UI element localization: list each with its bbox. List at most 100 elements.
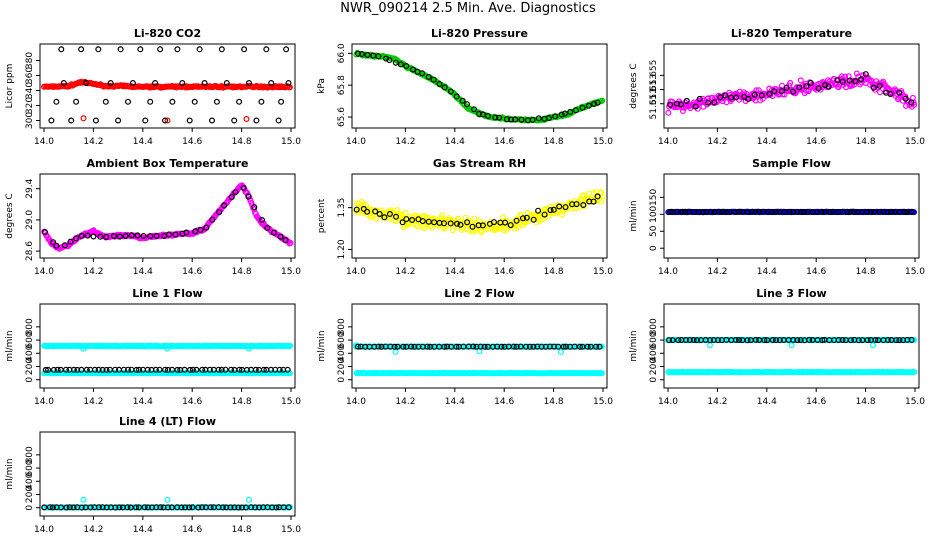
x-tick-label: 14.2	[395, 137, 415, 147]
data-point	[248, 504, 255, 511]
data-point	[152, 366, 159, 373]
x-tick-label: 14.0	[658, 397, 678, 407]
y-tick-label: 1.35	[337, 198, 347, 218]
plot-area	[41, 342, 294, 377]
data-point	[50, 239, 57, 246]
series-3	[48, 46, 292, 124]
data-point	[112, 366, 119, 373]
data-point	[584, 343, 591, 350]
data-point	[196, 46, 203, 53]
x-tick-label: 14.2	[83, 267, 103, 277]
chart-title: Line 2 Flow	[444, 287, 514, 300]
data-point	[240, 185, 247, 192]
data-point	[201, 79, 208, 86]
data-point	[786, 208, 793, 215]
x-tick-label: 14.8	[232, 397, 252, 407]
data-point	[287, 342, 294, 349]
data-point	[116, 504, 123, 511]
data-point	[591, 100, 598, 107]
data-point	[679, 107, 686, 114]
data-point	[735, 337, 742, 344]
data-point	[876, 82, 883, 89]
data-point	[545, 114, 552, 121]
data-point	[585, 190, 592, 197]
data-point	[216, 209, 223, 216]
x-tick-label: 14.6	[182, 397, 202, 407]
data-point	[92, 117, 99, 124]
x-tick-label: 15.0	[281, 137, 301, 147]
y-tick-label: 66.0	[337, 43, 347, 63]
data-point	[480, 111, 487, 118]
data-point	[706, 342, 713, 349]
data-point	[103, 366, 110, 373]
plot-frame	[351, 303, 608, 389]
data-point	[705, 99, 712, 106]
data-point	[228, 366, 235, 373]
y-tick-label: 150	[649, 188, 659, 205]
series-1	[40, 78, 293, 91]
y-tick-label: 200	[337, 358, 347, 375]
data-point	[752, 208, 759, 215]
data-point	[708, 209, 715, 216]
data-point	[263, 46, 270, 53]
data-point	[699, 209, 706, 216]
data-point	[665, 109, 672, 116]
x-tick-label: 14.0	[658, 267, 678, 277]
data-point	[538, 343, 545, 350]
data-point	[259, 217, 266, 224]
data-point	[364, 208, 371, 215]
data-point	[421, 225, 428, 232]
x-tick-label: 14.8	[856, 397, 876, 407]
data-point	[806, 336, 813, 343]
data-point	[392, 348, 399, 355]
data-point	[251, 204, 258, 211]
y-tick-label: 400	[337, 344, 347, 361]
plot-frame	[663, 303, 920, 389]
y-tick-label: 300	[25, 112, 35, 129]
data-point	[522, 343, 529, 350]
data-point	[769, 208, 776, 215]
data-point	[839, 337, 846, 344]
data-point	[354, 343, 361, 350]
data-point	[285, 79, 292, 86]
data-point	[99, 366, 106, 373]
data-point	[503, 116, 510, 123]
data-point	[355, 50, 362, 57]
data-point	[95, 46, 102, 53]
data-point	[218, 366, 225, 373]
data-point	[572, 107, 579, 114]
y-axis-label: degrees C	[629, 63, 639, 108]
series-4	[42, 366, 291, 373]
y-tick-label: 320	[25, 97, 35, 114]
data-point	[908, 208, 915, 215]
plot-frame	[663, 173, 920, 259]
data-point	[164, 504, 171, 511]
x-tick-label: 14.2	[83, 397, 103, 407]
x-tick-label: 14.0	[346, 267, 366, 277]
data-point	[419, 218, 426, 225]
data-point	[264, 225, 271, 232]
data-point	[839, 78, 846, 85]
data-point	[599, 97, 606, 104]
data-point	[508, 116, 515, 123]
data-point	[818, 208, 825, 215]
data-point	[901, 208, 908, 215]
data-point	[402, 209, 409, 216]
data-point	[819, 337, 826, 344]
data-point	[403, 62, 410, 69]
data-point	[157, 504, 164, 511]
data-point	[189, 504, 196, 511]
data-point	[172, 231, 179, 238]
data-point	[116, 233, 123, 240]
data-point	[140, 233, 147, 240]
x-tick-label: 14.4	[133, 137, 153, 147]
data-point	[403, 216, 410, 223]
data-point	[447, 220, 454, 227]
data-point	[853, 70, 860, 77]
data-point	[771, 88, 778, 95]
data-point	[783, 84, 790, 91]
data-point	[864, 337, 871, 344]
data-point	[219, 504, 226, 511]
data-point	[83, 366, 90, 373]
data-point	[666, 208, 673, 215]
